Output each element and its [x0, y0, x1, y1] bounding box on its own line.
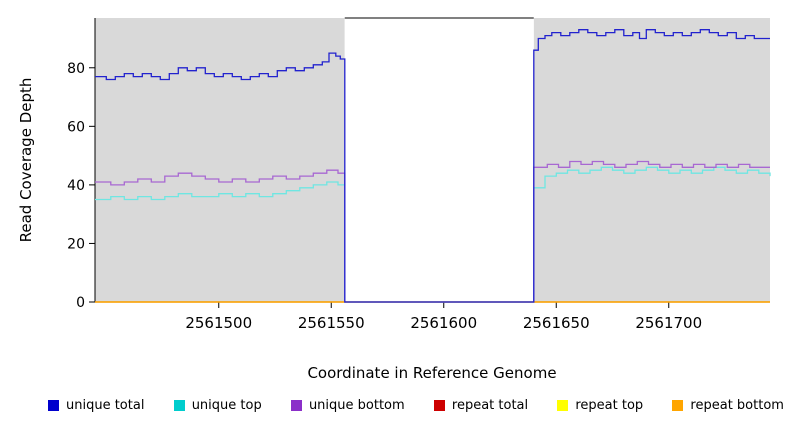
panel-bg-left — [95, 18, 345, 302]
y-tick-label: 60 — [67, 119, 85, 135]
y-tick-label: 40 — [67, 178, 85, 194]
y-tick-label: 0 — [76, 295, 85, 311]
legend-item-unique-total: unique total — [48, 398, 144, 413]
legend-label: repeat top — [575, 398, 644, 413]
legend-item-unique-top: unique top — [173, 398, 262, 413]
legend-label: repeat total — [451, 398, 529, 413]
legend-label: repeat bottom — [690, 398, 784, 413]
legend-swatch-icon — [672, 400, 684, 411]
legend-swatch-icon — [290, 400, 302, 411]
panel-bg-right — [533, 18, 770, 302]
y-tick-label: 80 — [67, 61, 85, 77]
x-tick-label: 2561550 — [298, 314, 365, 332]
legend-item-repeat-total: repeat total — [433, 398, 529, 413]
legend-item-repeat-top: repeat top — [557, 398, 643, 413]
coverage-gap-region — [344, 18, 534, 302]
legend-swatch-icon — [48, 400, 59, 411]
y-tick-label: 20 — [67, 236, 85, 252]
x-tick-label: 2561500 — [185, 314, 252, 332]
x-tick-label: 2561650 — [523, 314, 590, 332]
legend: unique total unique top unique bottom repea… — [48, 398, 784, 413]
x-tick-label: 2561600 — [410, 314, 477, 332]
legend-label: unique total — [66, 398, 145, 413]
x-tick-label: 2561700 — [635, 314, 702, 332]
legend-item-unique-bottom: unique bottom — [290, 398, 405, 413]
series-line-unique-top — [95, 166, 771, 303]
legend-swatch-icon — [433, 400, 445, 411]
series-line-unique-total — [95, 29, 770, 303]
x-axis-title: Coordinate in Reference Genome — [307, 364, 557, 382]
legend-label: unique top — [191, 398, 262, 413]
legend-item-repeat-bottom: repeat bottom — [672, 398, 784, 413]
legend-swatch-icon — [173, 400, 185, 411]
y-axis-title: Read Coverage Depth — [17, 77, 35, 243]
coverage-plot: 0 20 40 60 80 2561500 2561550 2561600 2561650 256… — [67, 17, 771, 332]
legend-label: unique bottom — [308, 398, 405, 413]
legend-swatch-icon — [557, 400, 569, 411]
